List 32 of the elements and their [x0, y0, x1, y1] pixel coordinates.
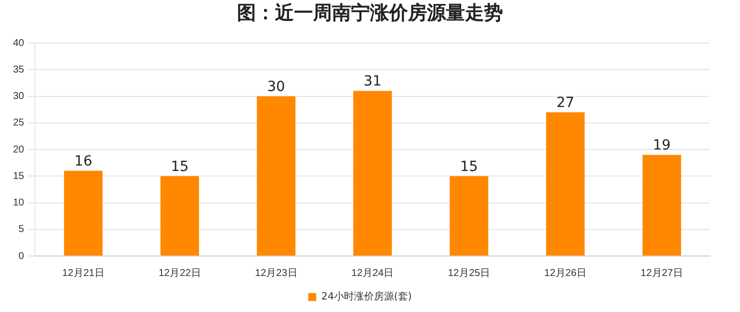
y-tick-label: 35: [13, 64, 25, 76]
x-tick-label: 12月27日: [640, 268, 683, 279]
y-tick-label: 40: [13, 38, 25, 49]
bar: [64, 170, 103, 256]
data-label: 27: [556, 94, 574, 111]
y-tick-label: 25: [13, 118, 25, 129]
bar: [642, 154, 682, 256]
y-tick-label: 0: [18, 250, 25, 262]
bar: [546, 112, 585, 256]
y-tick-label: 20: [13, 144, 25, 156]
legend-label: 24小时涨价房源(套): [321, 290, 412, 303]
y-tick-label: 5: [18, 224, 25, 236]
data-label: 15: [460, 158, 478, 175]
x-tick-label: 12月26日: [544, 268, 587, 279]
x-tick-label: 12月24日: [351, 268, 394, 279]
bar: [450, 176, 488, 256]
bar: [353, 90, 392, 256]
bar: [160, 176, 200, 256]
x-tick-label: 12月22日: [158, 268, 201, 279]
data-label: 30: [267, 78, 286, 95]
data-label: 31: [364, 74, 382, 90]
x-tick-label: 12月21日: [62, 268, 104, 279]
bar: [256, 96, 296, 256]
chart-title: 图：近一周南宁涨价房源量走势: [236, 1, 504, 26]
x-tick-label: 12月23日: [255, 268, 298, 279]
y-tick-label: 10: [13, 198, 25, 208]
data-label: 19: [652, 137, 671, 154]
x-tick-label: 12月25日: [448, 268, 490, 279]
data-label: 15: [170, 158, 189, 175]
y-tick-label: 15: [13, 170, 25, 182]
data-label: 16: [74, 153, 92, 170]
y-tick-label: 30: [13, 91, 25, 102]
